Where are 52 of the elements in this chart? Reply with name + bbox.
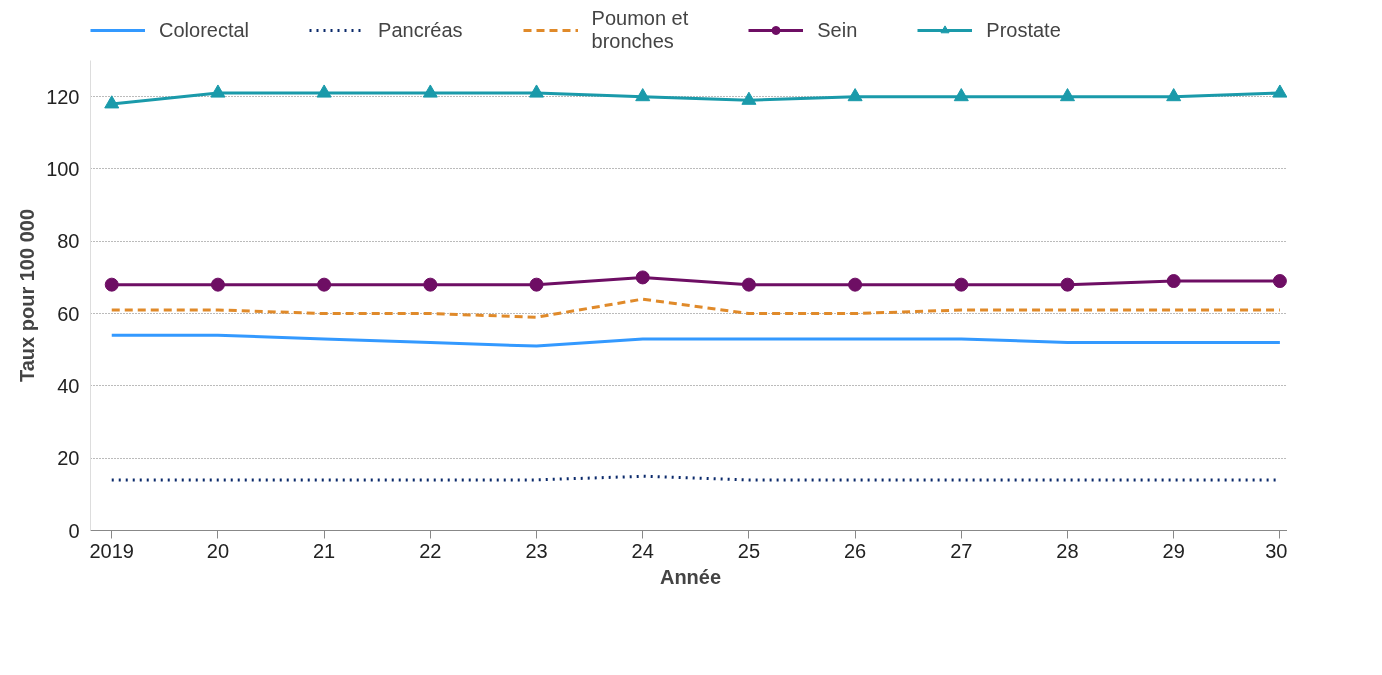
point (635, 88, 651, 102)
legend-label: Sein (817, 18, 858, 42)
point (741, 277, 756, 292)
legend-label: Colorectal (159, 18, 250, 42)
x-tick-label: 20 (206, 539, 230, 562)
point (741, 91, 757, 105)
x-tick-label: 21 (313, 539, 336, 562)
point (1059, 88, 1075, 102)
point (1166, 274, 1181, 289)
point (953, 88, 969, 102)
x-tick-label: 2019 (89, 539, 134, 562)
x-axis-title: Année (659, 565, 722, 588)
point (1272, 274, 1287, 289)
point (210, 84, 226, 98)
x-tick-label: 27 (950, 539, 973, 562)
x-tick-label: 28 (1056, 539, 1079, 562)
point (104, 277, 119, 292)
point (847, 88, 863, 102)
point (422, 84, 438, 98)
y-axis-title: Taux pour 100 000 (16, 208, 39, 383)
legend-label: Pancréas (378, 18, 463, 42)
point (210, 277, 225, 292)
x-tick-label: 24 (631, 539, 654, 562)
point (848, 277, 863, 292)
legend-label: Prostate (986, 18, 1061, 42)
point (1060, 277, 1075, 292)
point (317, 277, 332, 292)
line-series (110, 333, 1282, 348)
x-tick-label: 23 (525, 539, 548, 562)
point (635, 270, 650, 285)
point (529, 84, 545, 98)
point (104, 95, 120, 109)
x-tick-label: 22 (419, 539, 442, 562)
y-tick-label: 100 (46, 157, 80, 180)
y-tick-label: 40 (57, 374, 80, 397)
point (954, 277, 969, 292)
x-tick-label: 26 (843, 539, 867, 562)
point (1272, 84, 1287, 98)
point (529, 277, 544, 292)
point (1166, 88, 1182, 102)
point (423, 277, 438, 292)
x-tick-label: 25 (737, 539, 761, 562)
y-tick-label: 60 (57, 302, 80, 325)
line-series (110, 297, 1282, 319)
y-tick-label: 80 (57, 230, 80, 253)
y-tick-label: 120 (46, 85, 80, 108)
x-tick-label: 29 (1162, 539, 1185, 562)
x-tick-label: 30 (1265, 539, 1288, 562)
y-tick-label: 20 (57, 447, 80, 470)
point (316, 84, 332, 98)
legend-label: Poumon et bronches (591, 7, 689, 53)
y-tick-label: 0 (68, 519, 80, 542)
